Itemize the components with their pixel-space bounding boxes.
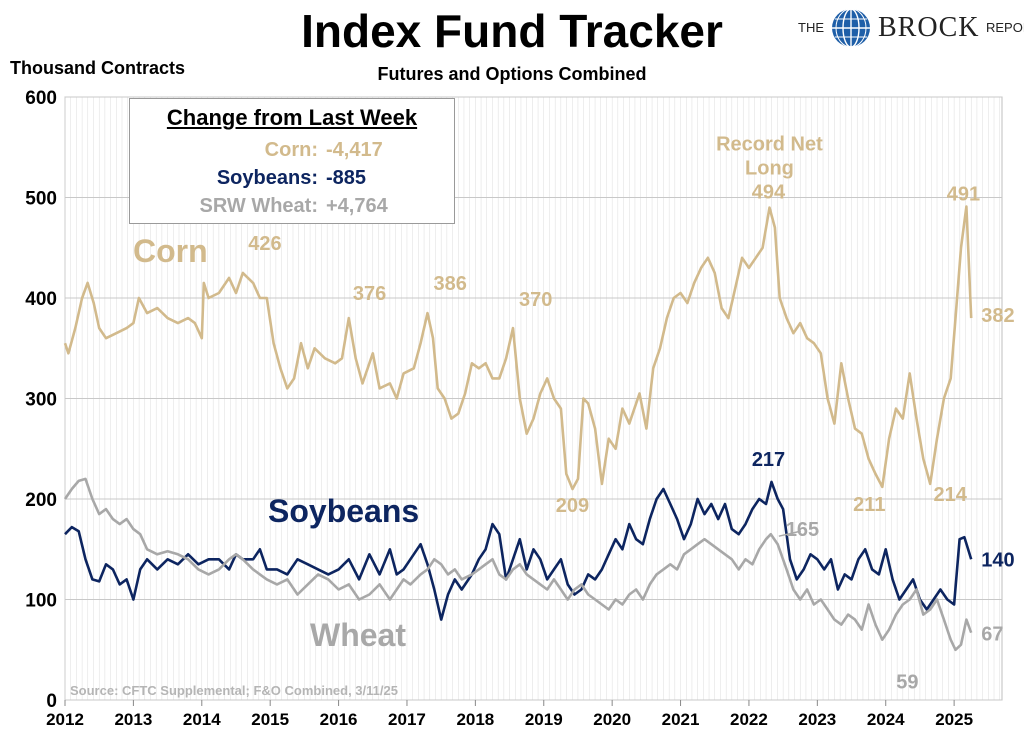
change-from-last-week-box: Change from Last Week Corn: -4,417 Soybe… (129, 98, 455, 224)
annotation-label: 59 (896, 672, 918, 694)
annotation-label: 211 (853, 494, 885, 516)
y-tick-label: 200 (25, 490, 57, 511)
y-tick-label: 600 (25, 88, 57, 109)
y-tick-label: 400 (25, 289, 57, 310)
change-value: +4,764 (326, 195, 388, 217)
annotation-label: 214 (933, 484, 967, 506)
change-label: Corn: (264, 139, 318, 161)
x-tick-label: 2014 (183, 710, 221, 729)
annotation-label: 140 (981, 549, 1014, 571)
y-tick-label: 500 (25, 189, 57, 210)
annotation-label: 370 (519, 289, 552, 311)
logo-brock: BROCK (878, 12, 980, 43)
globe-icon (832, 8, 870, 48)
x-tick-label: 2017 (388, 710, 426, 729)
annotation-label: 165 (786, 519, 819, 541)
annotation-label: 217 (752, 449, 785, 471)
y-tick-label: 100 (25, 591, 57, 612)
x-tick-label: 2022 (730, 710, 768, 729)
change-value: -885 (326, 167, 367, 189)
change-label: SRW Wheat: (199, 195, 318, 217)
y-axis-label: Thousand Contracts (10, 58, 186, 78)
x-tick-label: 2023 (798, 710, 836, 729)
series-line-corn (63, 205, 973, 491)
annotation-label: 67 (981, 624, 1003, 646)
series-label-wheat: Wheat (310, 617, 406, 653)
x-tick-label: 2021 (662, 710, 700, 729)
y-tick-label: 0 (46, 691, 57, 712)
annotation-label: 426 (248, 233, 281, 255)
change-box-heading: Change from Last Week (166, 105, 418, 130)
page-subtitle: Futures and Options Combined (377, 64, 647, 84)
logo-the: THE (798, 20, 824, 35)
series-label-corn: Corn (133, 233, 208, 269)
annotation-label: 491 (947, 184, 980, 206)
change-value: -4,417 (326, 139, 383, 161)
x-tick-label: 2025 (935, 710, 973, 729)
y-tick-label: 300 (25, 390, 57, 411)
annotation-label: 376 (353, 283, 386, 305)
source-note: Source: CFTC Supplemental; F&O Combined,… (70, 683, 398, 698)
x-tick-label: 2015 (251, 710, 289, 729)
annotation-label: 494 (752, 182, 786, 204)
x-tick-label: 2019 (525, 710, 563, 729)
series-line-soybeans (64, 480, 973, 621)
x-tick-label: 2013 (114, 710, 152, 729)
annotation-label: 382 (981, 305, 1014, 327)
x-tick-label: 2018 (456, 710, 494, 729)
annotation-label: Record Net (716, 134, 823, 156)
annotation-leader (778, 530, 801, 537)
page-title: Index Fund Tracker (301, 5, 723, 57)
annotation-label: 209 (556, 495, 589, 517)
logo-report: REPORT (986, 20, 1024, 35)
change-label: Soybeans: (216, 167, 318, 189)
annotation-label: 386 (434, 273, 467, 295)
series-label-soybeans: Soybeans (268, 493, 419, 529)
brock-report-logo: THE BROCK REPORT (796, 6, 1024, 50)
x-tick-label: 2020 (593, 710, 631, 729)
x-tick-label: 2012 (46, 710, 84, 729)
x-tick-label: 2016 (320, 710, 358, 729)
x-tick-label: 2024 (867, 710, 905, 729)
annotation-label: Long (745, 158, 794, 180)
series-line-wheat (63, 477, 973, 652)
